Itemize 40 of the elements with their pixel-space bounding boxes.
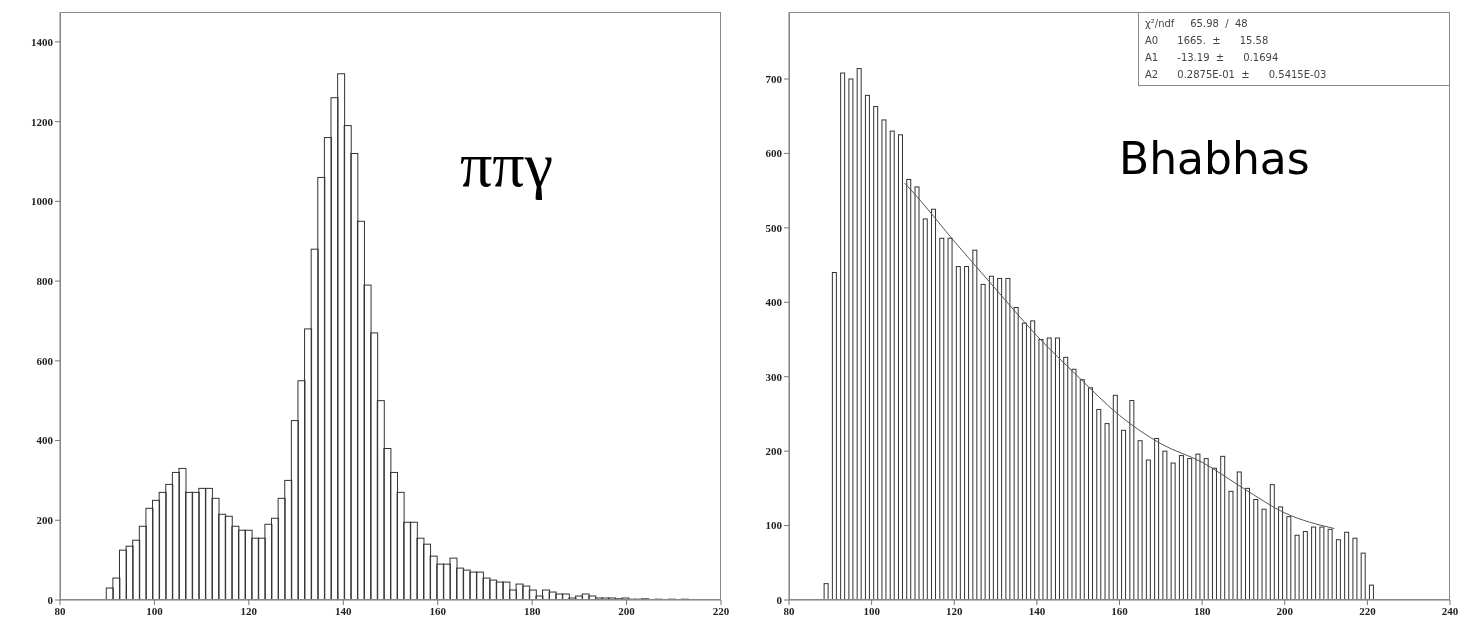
x-tick-label: 120 <box>240 604 258 617</box>
annotation: A1 -13.19 ± 0.1694 <box>1145 51 1280 65</box>
line-series <box>904 182 1335 530</box>
x-tick-label: 160 <box>1111 604 1129 617</box>
x-tick-label: 120 <box>946 604 963 617</box>
x-tick-label: 100 <box>863 604 881 617</box>
y-tick-label: 200 <box>36 514 54 527</box>
y-tick-label: 0 <box>776 593 783 606</box>
x-tick-label: 180 <box>523 604 541 617</box>
x-tick-label: 180 <box>1193 604 1211 617</box>
y-tick-label: 800 <box>36 274 54 287</box>
text: ππγ <box>460 128 553 202</box>
annotation: A0 1665. ± 15.58 <box>1145 34 1270 48</box>
y-tick-label: 600 <box>36 354 54 367</box>
y-tick-label: 600 <box>765 147 783 160</box>
x-tick-label: 220 <box>1359 604 1377 617</box>
x-tick-label: 240 <box>1441 604 1459 617</box>
y-tick-label: 300 <box>765 370 783 383</box>
annotation: χ²/ndf 65.98 / 48 <box>1145 17 1249 31</box>
y-tick-label: 0 <box>47 593 54 606</box>
x-tick-label: 80 <box>783 604 795 617</box>
y-tick-label: 700 <box>765 72 783 85</box>
y-tick-label: 100 <box>765 519 783 532</box>
y-tick-label: 1400 <box>31 35 54 48</box>
text: Bhabhas <box>1119 133 1310 184</box>
x-tick-label: 140 <box>335 604 353 617</box>
y-tick-label: 1000 <box>31 195 54 208</box>
y-tick-label: 500 <box>765 221 783 234</box>
x-tick-label: 80 <box>54 604 66 617</box>
x-tick-label: 160 <box>429 604 447 617</box>
x-tick-label: 100 <box>146 604 164 617</box>
y-tick-label: 200 <box>765 445 783 458</box>
x-tick-label: 140 <box>1028 604 1046 617</box>
y-tick-label: 1200 <box>31 115 54 128</box>
x-tick-label: 200 <box>618 604 636 617</box>
x-tick-label: 200 <box>1276 604 1294 617</box>
y-tick-label: 400 <box>765 296 783 309</box>
y-tick-label: 400 <box>36 434 54 447</box>
annotation: A2 0.2875E-01 ± 0.5415E-03 <box>1145 68 1328 82</box>
x-tick-label: 220 <box>712 604 730 617</box>
